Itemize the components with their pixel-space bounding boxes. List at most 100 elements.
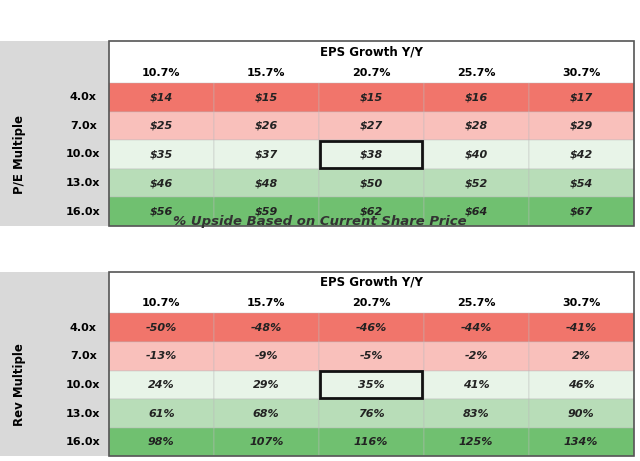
FancyBboxPatch shape [424, 342, 529, 371]
Text: 4.0x: 4.0x [70, 323, 97, 333]
Text: 15.7%: 15.7% [247, 298, 285, 308]
FancyBboxPatch shape [424, 371, 529, 399]
Text: $48: $48 [255, 178, 278, 188]
FancyBboxPatch shape [529, 313, 634, 342]
Text: 98%: 98% [148, 437, 175, 447]
FancyBboxPatch shape [319, 169, 424, 197]
FancyBboxPatch shape [529, 399, 634, 428]
FancyBboxPatch shape [214, 197, 319, 226]
FancyBboxPatch shape [214, 399, 319, 428]
FancyBboxPatch shape [109, 83, 214, 112]
Text: $67: $67 [570, 207, 593, 217]
Text: $38: $38 [360, 149, 383, 160]
FancyBboxPatch shape [424, 112, 529, 140]
Text: $26: $26 [255, 121, 278, 131]
Text: 13.0x: 13.0x [66, 408, 100, 419]
Text: $40: $40 [465, 149, 488, 160]
Text: $42: $42 [570, 149, 593, 160]
FancyBboxPatch shape [319, 83, 424, 112]
FancyBboxPatch shape [529, 140, 634, 169]
FancyBboxPatch shape [319, 399, 424, 428]
Text: 24%: 24% [148, 380, 175, 390]
FancyBboxPatch shape [424, 169, 529, 197]
Text: $16: $16 [465, 92, 488, 102]
FancyBboxPatch shape [529, 197, 634, 226]
Text: $27: $27 [360, 121, 383, 131]
FancyBboxPatch shape [0, 41, 109, 226]
Text: 61%: 61% [148, 408, 175, 419]
Text: -41%: -41% [566, 323, 596, 333]
FancyBboxPatch shape [319, 313, 424, 342]
FancyBboxPatch shape [109, 428, 214, 456]
Text: 29%: 29% [253, 380, 280, 390]
Text: $14: $14 [150, 92, 173, 102]
FancyBboxPatch shape [319, 140, 424, 169]
Text: -9%: -9% [255, 351, 278, 361]
FancyBboxPatch shape [424, 399, 529, 428]
Text: Rev Multiple: Rev Multiple [13, 343, 26, 426]
Text: $54: $54 [570, 178, 593, 188]
Text: $50: $50 [360, 178, 383, 188]
Text: 4.0x: 4.0x [70, 92, 97, 102]
Text: $46: $46 [150, 178, 173, 188]
FancyBboxPatch shape [529, 83, 634, 112]
FancyBboxPatch shape [214, 371, 319, 399]
Text: -44%: -44% [461, 323, 492, 333]
Text: 41%: 41% [463, 380, 490, 390]
FancyBboxPatch shape [214, 83, 319, 112]
FancyBboxPatch shape [424, 428, 529, 456]
Text: $62: $62 [360, 207, 383, 217]
FancyBboxPatch shape [319, 112, 424, 140]
FancyBboxPatch shape [319, 342, 424, 371]
FancyBboxPatch shape [109, 399, 214, 428]
Text: $28: $28 [465, 121, 488, 131]
Text: 10.7%: 10.7% [142, 68, 180, 77]
FancyBboxPatch shape [109, 169, 214, 197]
Text: EPS Growth Y/Y: EPS Growth Y/Y [320, 276, 422, 289]
FancyBboxPatch shape [0, 272, 109, 456]
Text: -46%: -46% [356, 323, 387, 333]
FancyBboxPatch shape [529, 169, 634, 197]
FancyBboxPatch shape [214, 428, 319, 456]
Text: -2%: -2% [465, 351, 488, 361]
FancyBboxPatch shape [424, 197, 529, 226]
Text: 20.7%: 20.7% [352, 298, 390, 308]
FancyBboxPatch shape [424, 313, 529, 342]
Text: 10.0x: 10.0x [66, 380, 100, 390]
Text: $35: $35 [150, 149, 173, 160]
Text: 107%: 107% [249, 437, 284, 447]
Text: 13.0x: 13.0x [66, 178, 100, 188]
Text: $64: $64 [465, 207, 488, 217]
Text: 25.7%: 25.7% [457, 68, 495, 77]
FancyBboxPatch shape [529, 342, 634, 371]
Text: 2%: 2% [572, 351, 591, 361]
Text: EPS Growth Y/Y: EPS Growth Y/Y [320, 45, 422, 59]
FancyBboxPatch shape [109, 313, 214, 342]
Text: 134%: 134% [564, 437, 598, 447]
FancyBboxPatch shape [109, 342, 214, 371]
FancyBboxPatch shape [214, 342, 319, 371]
FancyBboxPatch shape [109, 371, 214, 399]
Text: 35%: 35% [358, 380, 385, 390]
FancyBboxPatch shape [529, 371, 634, 399]
FancyBboxPatch shape [214, 140, 319, 169]
Text: 10.0x: 10.0x [66, 149, 100, 160]
Text: 90%: 90% [568, 408, 595, 419]
FancyBboxPatch shape [214, 313, 319, 342]
FancyBboxPatch shape [424, 83, 529, 112]
Text: 7.0x: 7.0x [70, 121, 97, 131]
Text: -5%: -5% [360, 351, 383, 361]
Text: 7.0x: 7.0x [70, 351, 97, 361]
Title: % Upside Based on Current Share Price: % Upside Based on Current Share Price [173, 215, 467, 228]
Text: $15: $15 [360, 92, 383, 102]
Text: 20.7%: 20.7% [352, 68, 390, 77]
Text: -48%: -48% [251, 323, 282, 333]
Text: $37: $37 [255, 149, 278, 160]
Text: 30.7%: 30.7% [562, 68, 600, 77]
FancyBboxPatch shape [319, 371, 424, 399]
FancyBboxPatch shape [109, 140, 214, 169]
FancyBboxPatch shape [319, 197, 424, 226]
Text: 16.0x: 16.0x [66, 207, 100, 217]
Text: 83%: 83% [463, 408, 490, 419]
Text: $56: $56 [150, 207, 173, 217]
